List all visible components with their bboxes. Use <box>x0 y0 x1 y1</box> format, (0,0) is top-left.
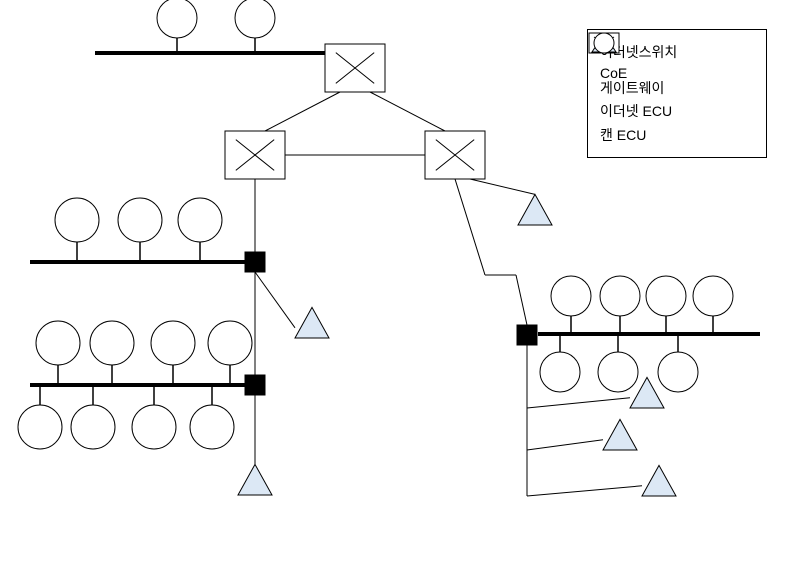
diagram-canvas: 이더넷스위치CoE게이트웨이이더넷 ECU캔 ECU <box>0 0 787 541</box>
legend-row: 캔 ECU <box>600 125 754 145</box>
circle-icon <box>588 30 787 571</box>
legend-box: 이더넷스위치CoE게이트웨이이더넷 ECU캔 ECU <box>587 29 767 158</box>
